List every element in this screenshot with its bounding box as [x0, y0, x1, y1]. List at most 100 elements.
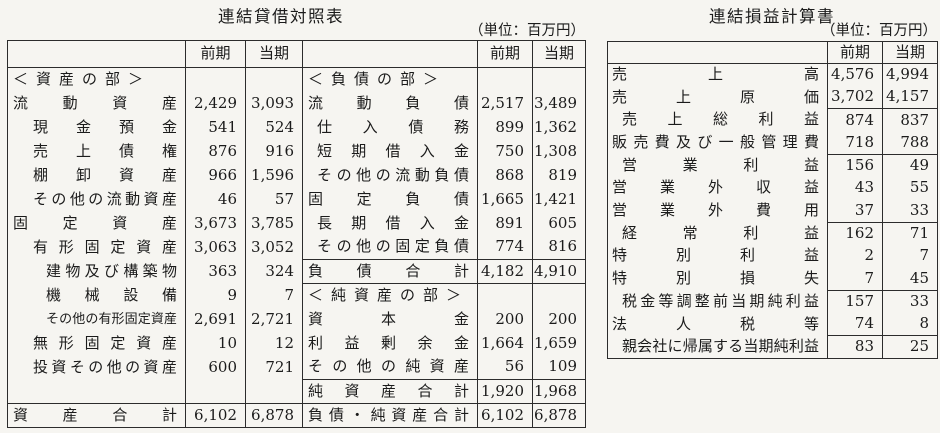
- current-value-cell: 324: [245, 259, 303, 284]
- prior-value-cell: 4,182: [477, 259, 533, 284]
- item-label-cell: 利益剰余金: [302, 331, 478, 356]
- item-label-cell: 仕入債務: [302, 115, 478, 140]
- prior-value-cell: 874: [827, 108, 883, 132]
- current-value-cell: 605: [532, 211, 586, 236]
- item-label-cell: 営業利益: [607, 154, 828, 177]
- prior-value-cell: 541: [185, 115, 246, 140]
- item-label-cell: 税金等調整前当期純利益: [607, 290, 828, 314]
- table-row: 特別損失 7 45: [607, 267, 938, 291]
- item-label-cell: 負債・純資産合計: [302, 403, 478, 428]
- table-row: 営業外費用 37 33: [607, 199, 938, 223]
- current-value-cell: 816: [532, 235, 586, 260]
- items-header-cell: [302, 40, 478, 68]
- prior-value-cell: 774: [477, 235, 533, 260]
- item-label-cell: 現金預金: [7, 115, 186, 140]
- current-value-cell: [245, 379, 303, 404]
- income-statement-title: 連結損益計算書: [709, 7, 835, 26]
- prior-value-cell: [185, 67, 246, 92]
- current-value-cell: [532, 283, 586, 308]
- item-label-cell: 売上原価: [607, 86, 828, 109]
- prior-value-cell: 2,691: [185, 307, 246, 332]
- prior-value-cell: 56: [477, 355, 533, 380]
- current-value-cell: 49: [882, 153, 938, 177]
- item-label-cell: 営業外収益: [607, 176, 828, 200]
- item-label-cell: その他の流動負債: [302, 163, 478, 188]
- item-label-cell: 固定資産: [7, 211, 186, 236]
- item-label-cell: 固定負債: [302, 187, 478, 212]
- table-row: ＜資産の部＞ ＜負債の部＞: [7, 67, 586, 92]
- table-row: 機械設備 9 7 ＜純資産の部＞: [7, 283, 586, 308]
- balance-sheet-table: 前期 当期 前期 当期 ＜資産の部＞ ＜負債の部＞ 流動資産 2,429 3,093 流動負債 2…: [7, 40, 586, 428]
- table-row: 売上債権 876 916 短期借入金 750 1,308: [7, 139, 586, 164]
- prior-value-cell: 46: [185, 187, 246, 212]
- prior-value-cell: 966: [185, 163, 246, 188]
- table-row: 販売費及び一般管理費 718 788: [607, 131, 938, 155]
- current-value-cell: 1,308: [532, 139, 586, 164]
- item-label-cell: その他の純資産: [302, 355, 478, 380]
- prior-value-cell: 2: [827, 245, 883, 268]
- header-row: 前期 当期: [607, 41, 938, 64]
- current-value-cell: 4,157: [882, 86, 938, 109]
- table-row: 税金等調整前当期純利益 157 33: [607, 289, 938, 314]
- prior-value-cell: 868: [477, 163, 533, 188]
- prior-value-cell: 1,664: [477, 331, 533, 356]
- prior-value-cell: 6,102: [477, 403, 533, 428]
- table-row: 特別利益 2 7: [607, 245, 938, 268]
- prior-value-cell: 156: [827, 153, 883, 177]
- table-row: 売上原価 3,702 4,157: [607, 86, 938, 109]
- table-row: 無形固定資産 10 12 利益剰余金 1,664 1,659: [7, 331, 586, 356]
- item-label-cell: 経常利益: [607, 222, 828, 245]
- item-label-cell: その他の有形固定資産: [7, 307, 186, 332]
- current-value-cell: [245, 67, 303, 92]
- current-value-cell: 3,093: [245, 91, 303, 116]
- income-statement-unit-note: （単位：百万円）: [821, 23, 937, 39]
- current-value-cell: 200: [532, 307, 586, 332]
- current-value-cell: 524: [245, 115, 303, 140]
- current-value-cell: 25: [882, 335, 938, 359]
- table-row: 営業外収益 43 55: [607, 176, 938, 200]
- item-label-cell: 純資産合計: [302, 379, 478, 404]
- prior-value-cell: 750: [477, 139, 533, 164]
- current-value-cell: 1,596: [245, 163, 303, 188]
- item-label-cell: 販売費及び一般管理費: [607, 131, 828, 155]
- item-label-cell: 建物及び構築物: [7, 259, 186, 284]
- item-label-cell: 売上高: [607, 63, 828, 87]
- table-row: 資産合計 6,102 6,878 負債・純資産合計 6,102 6,878: [7, 403, 586, 428]
- prior-period-header: 前期: [827, 41, 883, 64]
- prior-value-cell: [185, 379, 246, 404]
- income-statement-body: 売上高 4,576 4,994 売上原価 3,702 4,157 売上総利益 874 837 販売…: [607, 63, 938, 359]
- item-label-cell: その他の流動資産: [7, 187, 186, 212]
- section-label-cell: ＜純資産の部＞: [302, 283, 478, 308]
- prior-value-cell: 4,576: [827, 63, 883, 87]
- item-label-cell: 長期借入金: [302, 211, 478, 236]
- prior-value-cell: 2,517: [477, 91, 533, 116]
- item-label-cell: 売上債権: [7, 139, 186, 164]
- prior-value-cell: 718: [827, 131, 883, 155]
- current-value-cell: 6,878: [532, 403, 586, 428]
- item-label-cell: 投資その他の資産: [7, 355, 186, 380]
- prior-value-cell: 157: [827, 289, 883, 314]
- prior-value-cell: 162: [827, 221, 883, 245]
- prior-period-header: 前期: [477, 40, 533, 68]
- prior-value-cell: 363: [185, 259, 246, 284]
- current-value-cell: 4,994: [882, 63, 938, 87]
- current-value-cell: 6,878: [245, 403, 303, 428]
- item-label-cell: 特別利益: [607, 245, 828, 268]
- prior-value-cell: 83: [827, 335, 883, 359]
- item-label-cell: 有形固定資産: [7, 235, 186, 260]
- income-statement-table: 前期 当期 売上高 4,576 4,994 売上原価 3,702 4,157 売上総利益 874…: [607, 41, 938, 359]
- current-value-cell: 1,659: [532, 331, 586, 356]
- item-label-cell: その他の固定負債: [302, 235, 478, 260]
- prior-value-cell: 600: [185, 355, 246, 380]
- current-value-cell: 3,052: [245, 235, 303, 260]
- prior-value-cell: 10: [185, 331, 246, 356]
- balance-sheet-unit-note: （単位：百万円）: [469, 23, 585, 39]
- item-label-cell: 親会社に帰属する当期純利益: [607, 335, 828, 359]
- item-label-cell: 法人税等: [607, 313, 828, 336]
- table-row: 建物及び構築物 363 324 負債合計 4,182 4,910: [7, 259, 586, 284]
- current-value-cell: 819: [532, 163, 586, 188]
- table-row: 純資産合計 1,920 1,968: [7, 379, 586, 404]
- prior-value-cell: 3,702: [827, 86, 883, 109]
- prior-value-cell: 899: [477, 115, 533, 140]
- prior-value-cell: 1,665: [477, 187, 533, 212]
